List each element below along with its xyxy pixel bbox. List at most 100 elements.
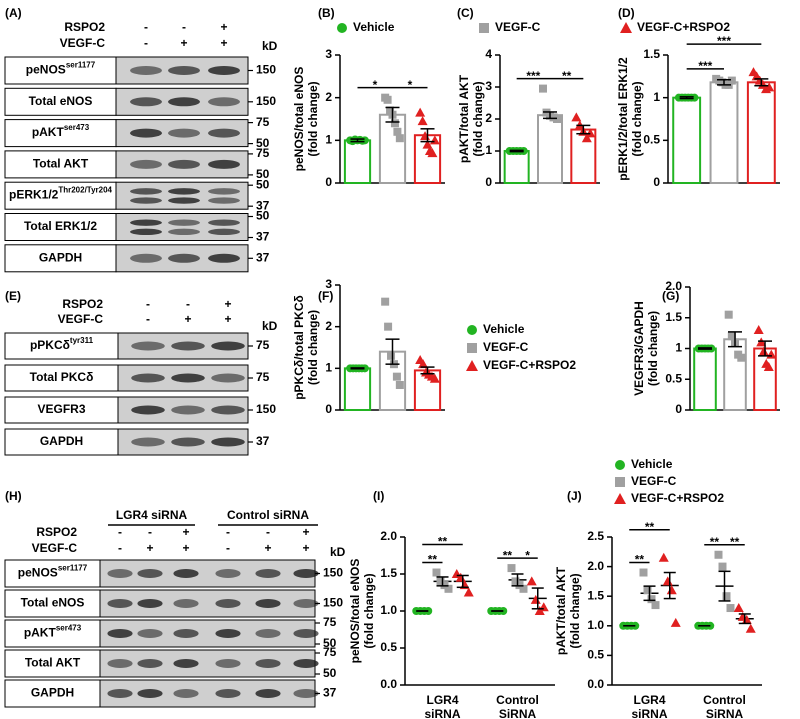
y-tick-label: 2: [485, 111, 492, 125]
legend-marker: [467, 343, 477, 353]
y-tick-label: 1.5: [643, 47, 660, 61]
protein-band: [107, 629, 133, 638]
data-point: [360, 364, 369, 373]
protein-name: GAPDH: [31, 686, 74, 700]
protein-band: [131, 437, 165, 447]
y-axis-label: pERK1/2/total ERK1/2: [616, 57, 630, 181]
panel-label: (D): [618, 6, 635, 20]
treatment-sign: +: [184, 312, 191, 326]
protein-band: [215, 689, 241, 698]
data-point: [718, 562, 727, 571]
y-axis-label: (fold change): [568, 573, 582, 648]
protein-band: [173, 629, 199, 638]
protein-band: [255, 569, 281, 578]
error-bar: [436, 576, 449, 587]
error-bar: [754, 78, 769, 87]
unit-label: kD: [262, 39, 278, 53]
y-tick-label: 0.0: [380, 677, 397, 691]
error-bar: [718, 570, 731, 602]
significance-label: ***: [717, 34, 731, 48]
data-point: [418, 359, 429, 369]
protein-band: [215, 599, 241, 608]
y-tick-label: 0.5: [380, 640, 397, 654]
data-point: [417, 116, 428, 126]
data-point: [724, 310, 733, 319]
row-label: pERK1/2Thr202/Tyr204: [9, 186, 113, 202]
treatment-label: RSPO2: [62, 297, 103, 311]
protein-band: [107, 659, 133, 668]
y-axis-label: peNOS/total eNOS: [292, 67, 306, 172]
y-tick-label: 4: [485, 47, 492, 61]
bar: [343, 139, 372, 184]
significance-label: **: [438, 535, 448, 549]
error-bar: [350, 138, 365, 143]
protein-band: [130, 228, 162, 236]
protein-band: [168, 66, 200, 75]
data-point: [639, 568, 648, 577]
y-tick-label: 2: [325, 319, 332, 333]
data-point: [737, 353, 746, 362]
treatment-sign: +: [180, 36, 187, 50]
blot-label-box: [4, 244, 117, 273]
protein-band: [168, 188, 200, 195]
protein-band: [255, 599, 281, 608]
protein-band: [130, 253, 162, 263]
protein-band: [107, 689, 133, 698]
treatment-sign: +: [220, 36, 227, 50]
treatment-label: RSPO2: [64, 20, 105, 34]
chart: (B) peNOS/total eNOS (fold change) 0 1 2 3 * *: [292, 6, 445, 189]
row-label: peNOSser1177: [26, 61, 96, 77]
y-axis-label: peNOS/total eNOS: [348, 559, 362, 664]
y-tick-label: 0.5: [643, 133, 660, 147]
data-point: [360, 136, 369, 145]
modification-site: ser1177: [58, 564, 88, 573]
y-tick-label: 0: [653, 175, 660, 189]
y-tick-label: 3: [325, 277, 332, 291]
marker-label: 50: [256, 167, 270, 181]
y-axis-label: (fold change): [630, 81, 644, 156]
y-tick-label: 1.5: [380, 566, 397, 580]
data-point: [395, 134, 404, 143]
x-category: LGR4 siRNA: [631, 693, 667, 719]
panel-label: (J): [567, 489, 582, 503]
y-axis-label: VEGFR3/GAPDH: [632, 301, 646, 396]
protein-name: VEGFR3: [37, 402, 85, 416]
legend-marker: [614, 493, 626, 504]
marker-label: 37: [256, 434, 270, 448]
data-point: [381, 297, 390, 306]
x-category: LGR4 siRNA: [424, 693, 460, 719]
row-label: peNOSser1177: [18, 564, 88, 580]
error-bar: [698, 347, 712, 350]
treatment-sign: -: [144, 20, 148, 34]
y-tick-label: 0: [325, 175, 332, 189]
significance-label: **: [428, 553, 438, 567]
error-bar: [350, 367, 365, 370]
protein-band: [107, 569, 133, 578]
y-axis-label: (fold change): [306, 81, 320, 156]
x-category: Control SiRNA: [496, 693, 539, 719]
y-axis-label: (fold change): [471, 81, 485, 156]
protein-band: [171, 405, 205, 415]
panel-label: (A): [5, 6, 22, 20]
protein-name: peNOS: [18, 566, 58, 580]
protein-band: [130, 197, 162, 204]
error-bar: [385, 338, 400, 365]
data-point: [585, 128, 596, 138]
y-axis-label: pAKT/total AKT: [554, 566, 568, 655]
protein-name: Total PKCδ: [30, 370, 94, 384]
protein-band: [171, 373, 205, 383]
blot-label-box: [4, 213, 117, 241]
y-tick-label: 1.5: [587, 588, 604, 602]
y-axis-label: pAKT/total AKT: [457, 74, 471, 163]
protein-name: Total ERK1/2: [24, 219, 97, 233]
treatment-label: RSPO2: [36, 525, 77, 539]
protein-name: Total eNOS: [29, 94, 93, 108]
data-point: [764, 82, 775, 92]
protein-band: [255, 689, 281, 698]
marker-label: 75: [323, 615, 337, 629]
protein-band: [211, 437, 245, 447]
marker-label: 50: [323, 636, 337, 650]
data-point: [666, 585, 677, 595]
treatment-sign: +: [302, 541, 309, 555]
